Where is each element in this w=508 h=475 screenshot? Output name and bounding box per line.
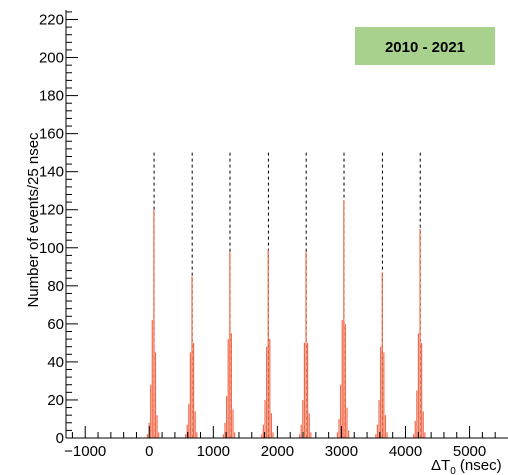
bar-peak2-bin8 <box>196 432 198 438</box>
bar-peak7-bin1 <box>375 434 377 438</box>
bar-peak8-bin3 <box>416 390 418 438</box>
bar-peak3-bin3 <box>225 396 228 438</box>
bar-peak8-bin4 <box>417 333 420 438</box>
bar-peak8-bin6 <box>421 342 423 438</box>
bar-peak2-bin3 <box>188 403 190 438</box>
x-tick-label: 5000 <box>453 443 486 460</box>
x-tick-label: 3000 <box>325 443 358 460</box>
y-tick-label: 160 <box>39 126 64 143</box>
bar-peak5-bin3 <box>302 399 304 438</box>
x-tick-label: 2000 <box>261 443 294 460</box>
bar-peak5-bin4 <box>303 342 306 438</box>
bar-peak4-bin2 <box>262 424 265 438</box>
bar-peak4-bin8 <box>272 432 274 438</box>
y-axis-title: Number of events/25 nsec <box>25 132 42 308</box>
bar-peak4-bin7 <box>270 413 273 438</box>
bar-peak4-bin3 <box>264 399 266 438</box>
x-axis-title-subscript: 0 <box>450 466 456 475</box>
bar-peak7-bin4 <box>380 346 382 438</box>
x-tick-label: 0 <box>145 443 153 460</box>
y-tick-label: 200 <box>39 50 64 67</box>
bar-peak3-bin1 <box>222 434 224 438</box>
bar-peak1-bin8 <box>158 432 160 438</box>
bar-peak6-bin2 <box>338 418 340 438</box>
bar-peak4-bin1 <box>261 434 263 438</box>
bar-peak3-bin8 <box>233 432 236 438</box>
y-tick-label: 120 <box>39 202 64 219</box>
y-tick-label: 0 <box>56 430 64 447</box>
bar-peak5-bin6 <box>307 342 309 438</box>
bar-peak6-bin1 <box>336 432 339 438</box>
bar-peak8-bin5 <box>419 228 421 438</box>
legend-background <box>355 27 495 65</box>
bar-peak7-bin8 <box>386 432 388 438</box>
bar-peak1-bin5 <box>153 209 155 438</box>
histogram-bars <box>146 200 426 438</box>
y-tick-label: 60 <box>47 316 64 333</box>
bar-peak5-bin8 <box>310 432 312 438</box>
bar-peak4-bin4 <box>266 346 268 438</box>
bar-peak6-bin5 <box>343 200 345 438</box>
bar-peak3-bin4 <box>227 339 229 438</box>
bar-peak7-bin3 <box>378 399 380 438</box>
x-axis-title: ΔT0 (nsec) <box>431 457 502 475</box>
bar-peak6-bin3 <box>340 384 342 438</box>
bar-peak8-bin1 <box>413 434 415 438</box>
bar-peak5-bin2 <box>300 424 302 438</box>
bar-peak2-bin5 <box>191 276 193 438</box>
y-tick-label: 100 <box>39 240 64 257</box>
bar-peak3-bin2 <box>224 422 226 438</box>
x-axis-title-main: ΔT <box>431 457 450 474</box>
x-tick-label: 4000 <box>389 443 422 460</box>
bar-peak3-bin7 <box>232 409 234 438</box>
bar-peak5-bin5 <box>305 251 307 438</box>
bar-peak7-bin6 <box>383 352 385 438</box>
x-tick-label: −1000 <box>64 443 106 460</box>
bar-peak3-bin6 <box>230 333 232 438</box>
y-tick-label: 40 <box>47 354 64 371</box>
y-tick-label: 20 <box>47 392 64 409</box>
bar-peak6-bin8 <box>348 430 350 438</box>
y-tick-label: 80 <box>47 278 64 295</box>
legend-box: 2010 - 2021 <box>355 27 495 65</box>
bar-peak2-bin1 <box>184 434 187 438</box>
bar-peak7-bin5 <box>381 272 383 438</box>
bar-peak5-bin1 <box>299 434 301 438</box>
bar-peak1-bin3 <box>150 384 152 438</box>
bar-peak2-bin6 <box>192 342 195 438</box>
legend-label: 2010 - 2021 <box>385 39 465 56</box>
bar-peak7-bin2 <box>376 424 379 438</box>
bar-peak3-bin5 <box>229 251 231 438</box>
bar-peak1-bin4 <box>151 320 153 438</box>
bar-peak4-bin6 <box>269 339 271 438</box>
bar-peak4-bin5 <box>267 249 269 438</box>
y-tick-label: 140 <box>39 164 64 181</box>
y-tick-label: 220 <box>39 12 64 29</box>
bar-peak8-bin7 <box>422 411 424 438</box>
bar-peak6-bin6 <box>344 323 347 438</box>
bar-peak1-bin6 <box>154 352 157 438</box>
bar-peak2-bin4 <box>189 352 191 438</box>
bar-peak2-bin7 <box>194 411 196 438</box>
y-tick-label: 180 <box>39 88 64 105</box>
x-axis-title-unit: (nsec) <box>456 457 502 474</box>
bar-peak2-bin2 <box>186 424 188 438</box>
bar-peak8-bin2 <box>414 420 416 438</box>
bar-peak7-bin7 <box>384 415 387 438</box>
bar-peak6-bin4 <box>341 320 343 438</box>
bar-peak6-bin7 <box>346 407 348 438</box>
bar-peak8-bin8 <box>424 432 426 438</box>
x-tick-label: 1000 <box>197 443 230 460</box>
bar-peak1-bin1 <box>146 434 149 438</box>
bar-peak5-bin7 <box>308 413 310 438</box>
bar-peak1-bin7 <box>156 415 158 438</box>
